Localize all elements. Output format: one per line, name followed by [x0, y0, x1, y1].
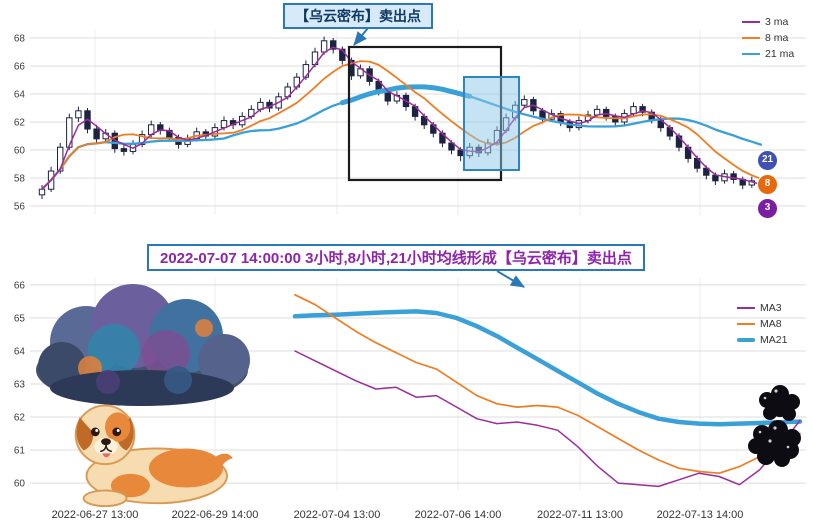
candle-down	[120, 148, 128, 152]
sell-point-annotation: 【乌云密布】卖出点	[283, 3, 433, 29]
y-tick-label: 66	[14, 61, 26, 72]
21ma-line-swatch	[742, 53, 760, 55]
signal-banner: 2022-07-07 14:00:00 3小时,8小时,21小时均线形成【乌云密…	[147, 244, 645, 271]
legend-label: MA8	[760, 318, 782, 330]
bottom-ma8-line	[294, 293, 801, 475]
legend-item-8ma: 8 ma	[742, 30, 794, 46]
candle-up	[75, 110, 82, 119]
y-tick-label: 66	[14, 280, 26, 291]
y-tick-label: 62	[14, 413, 26, 424]
chart-annotations	[347, 27, 525, 288]
signal-banner-text: 2022-07-07 14:00:00 3小时,8小时,21小时均线形成【乌云密…	[160, 250, 632, 267]
ma3-badge: 3	[757, 198, 778, 219]
candle-up	[630, 106, 637, 115]
x-tick-label: 2022-07-04 13:00	[293, 509, 381, 521]
candle-down	[457, 149, 464, 157]
candle-down	[639, 106, 646, 113]
dark-cloud-illustration	[28, 284, 256, 412]
candle-down	[730, 173, 737, 180]
y-tick-label: 56	[14, 202, 26, 213]
candle-up	[138, 134, 146, 145]
bottom-chart-legend: MA3 MA8 MA21	[737, 300, 787, 348]
legend-item-ma8: MA8	[737, 316, 787, 332]
bottom-ma21-line	[292, 309, 803, 427]
ma8-line	[41, 60, 762, 191]
8ma-line-swatch	[742, 37, 760, 39]
x-tick-label: 2022-07-11 13:00	[536, 509, 624, 521]
x-tick-label: 2022-07-13 14:00	[656, 509, 744, 521]
y-tick-label: 61	[14, 446, 26, 457]
top-chart-legend: 3 ma 8 ma 21 ma	[742, 14, 794, 62]
x-tick-label: 2022-07-06 14:00	[414, 509, 502, 521]
y-tick-label: 65	[14, 313, 26, 324]
banner-arrow	[496, 270, 525, 288]
y-tick-label: 58	[14, 174, 26, 185]
legend-item-21ma: 21 ma	[742, 46, 794, 62]
candle-up	[521, 99, 528, 106]
y-tick-label: 60	[14, 146, 26, 157]
y-tick-label: 64	[14, 90, 26, 101]
x-tick-label: 2022-06-27 13:00	[51, 509, 139, 521]
y-tick-label: 62	[14, 118, 26, 129]
candle-up	[57, 146, 64, 172]
sell-point-annotation-text: 【乌云密布】卖出点	[295, 8, 421, 24]
ma3-line-swatch	[737, 307, 755, 309]
dog-illustration	[52, 388, 242, 510]
3ma-line-swatch	[742, 21, 760, 23]
annotation-arrow	[353, 27, 369, 46]
legend-item-ma3: MA3	[737, 300, 787, 316]
black-clouds-illustration	[740, 380, 808, 472]
legend-label: 8 ma	[765, 32, 789, 44]
ma3-line	[41, 46, 762, 190]
candles-group	[38, 36, 765, 200]
ma21-badge: 21	[757, 150, 778, 171]
dark-cloud-candles-box	[463, 76, 520, 171]
candle-down	[93, 128, 100, 140]
legend-label: 21 ma	[765, 48, 795, 60]
candle-down	[712, 174, 719, 182]
ma8-badge: 8	[757, 174, 778, 195]
legend-item-ma21: MA21	[737, 332, 787, 348]
bottom-ma3-line	[294, 350, 801, 488]
legend-item-3ma: 3 ma	[742, 14, 794, 30]
legend-label: MA3	[760, 302, 782, 314]
ma21-line-swatch	[737, 338, 755, 342]
candle-down	[612, 115, 619, 123]
y-tick-label: 64	[14, 346, 26, 357]
legend-label: MA21	[760, 334, 788, 346]
legend-label: 3 ma	[765, 16, 789, 28]
candle-down	[330, 40, 337, 50]
y-tick-label: 68	[14, 33, 26, 44]
candle-up	[320, 40, 328, 53]
ma21-line-highlight	[339, 84, 473, 106]
x-tick-label: 2022-06-29 14:00	[171, 509, 259, 521]
y-tick-label: 63	[14, 380, 26, 391]
top-chart-grid: 56 58 60 62 64 66 68	[14, 30, 806, 215]
ma8-line-swatch	[737, 323, 755, 325]
y-tick-label: 60	[14, 479, 26, 490]
